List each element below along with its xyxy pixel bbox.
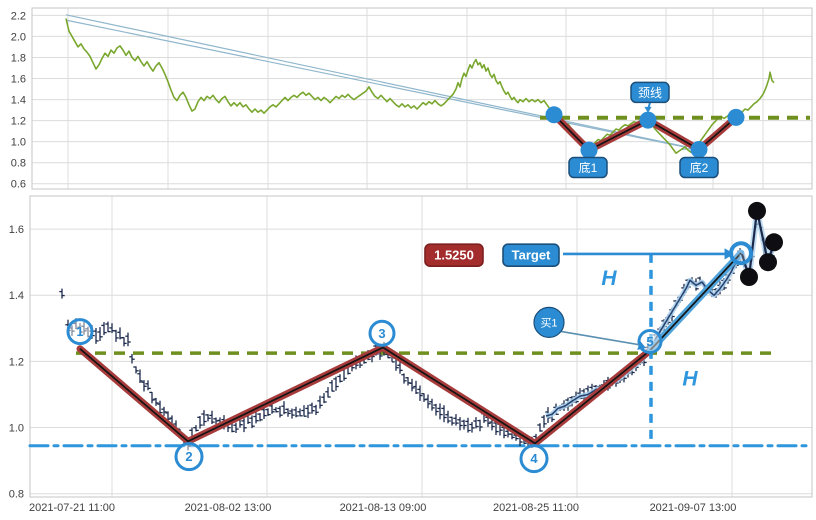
channel-trendline[interactable] — [65, 19, 684, 148]
h-label-lower: H — [682, 368, 698, 391]
swing-dot — [748, 201, 766, 220]
target-price-label: 1.5250 — [434, 248, 474, 263]
panel-border — [29, 195, 813, 498]
h-labels: HH — [601, 267, 698, 391]
annotation-arrowhead-icon — [644, 106, 652, 113]
pattern-vertex-dot[interactable] — [690, 141, 708, 158]
y-tick-label: 1.2 — [9, 356, 24, 368]
x-tick-label: 2021-08-02 13:00 — [185, 502, 272, 514]
neckline-label-box[interactable] — [630, 81, 670, 104]
wave-number-5: 5 — [646, 334, 653, 349]
x-tick-label: 2021-08-13 09:00 — [340, 502, 427, 514]
y-tick-label: 1.4 — [11, 95, 26, 107]
x-tick-label: 2021-07-21 11:00 — [29, 502, 115, 514]
overview-panel-grid — [31, 7, 813, 190]
detail-panel-grid — [29, 195, 813, 498]
y-tick-label: 0.8 — [9, 489, 24, 501]
target-line-group[interactable] — [563, 248, 734, 260]
target-label: Target — [512, 248, 551, 263]
target-circle[interactable] — [729, 241, 753, 266]
neckline-label: 颈线 — [638, 86, 662, 100]
tail-swings — [739, 201, 783, 286]
y-tick-label: 1.6 — [11, 74, 26, 86]
overlay-core — [545, 253, 743, 417]
detail-panel-y-labels: 1.6 1.4 1.2 1.0 0.8 — [9, 224, 24, 501]
swing-dot — [765, 233, 783, 252]
wave-number-4: 4 — [530, 451, 538, 466]
target-boxes[interactable]: 1.5250 Target — [424, 243, 560, 267]
target-hit-circle[interactable] — [729, 241, 753, 266]
wave-number-2: 2 — [185, 449, 192, 464]
channel-trendline[interactable] — [65, 14, 688, 148]
y-tick-label: 0.8 — [11, 158, 26, 170]
x-tick-labels: 2021-07-21 11:00 2021-08-02 13:00 2021-08-… — [29, 502, 736, 514]
pattern-vertex-dot[interactable] — [639, 111, 657, 129]
y-tick-label: 1.8 — [11, 53, 26, 65]
buy-label: 买1 — [540, 316, 557, 329]
wave-circle-3[interactable] — [368, 319, 396, 347]
trend-channel[interactable] — [65, 14, 693, 151]
buy-circle[interactable] — [533, 306, 565, 338]
bottom2-label: 底2 — [690, 160, 709, 175]
y-tick-label: 1.0 — [11, 137, 26, 149]
bottom1-label-box[interactable] — [568, 156, 608, 179]
y-tick-label: 1.2 — [11, 116, 26, 128]
bottom1-label: 底1 — [579, 160, 598, 175]
double-bottom-pattern[interactable] — [545, 106, 745, 159]
wave-number-circles[interactable]: 1 2 3 4 5 — [66, 318, 663, 474]
y-tick-label: 1.4 — [9, 290, 24, 302]
y-tick-label: 1.6 — [9, 224, 24, 236]
swing-dot — [759, 253, 777, 272]
breakout-line-core — [649, 252, 742, 352]
pattern-vertex-dot[interactable] — [580, 141, 598, 159]
wave-zigzag-core — [79, 346, 651, 445]
h-label-upper: H — [601, 267, 617, 290]
wave-zigzag[interactable] — [76, 344, 654, 447]
y-tick-label: 0.6 — [11, 179, 26, 191]
buy-marker[interactable]: 买1 — [533, 306, 646, 350]
wave-number-3: 3 — [378, 326, 385, 341]
swing-dot — [740, 268, 758, 286]
pattern-vertex-dot[interactable] — [727, 108, 745, 126]
panel-border — [31, 7, 813, 190]
wave-circle-4[interactable] — [519, 444, 549, 474]
line-series — [65, 18, 775, 154]
y-tick-label: 2.0 — [11, 31, 26, 43]
target-price-label-box[interactable] — [424, 243, 484, 267]
target-label-box[interactable] — [502, 243, 560, 267]
buy-arrowhead-icon — [637, 341, 646, 350]
y-tick-label: 1.0 — [9, 423, 24, 435]
buy-arrow — [560, 330, 643, 346]
wave-number-1: 1 — [76, 324, 83, 339]
y-tick-label: 2.2 — [11, 10, 26, 22]
overview-panel-y-labels: 2.2 2.0 1.8 1.6 1.4 1.2 1.0 0.8 0.6 — [11, 10, 26, 190]
overview-price-line — [65, 18, 775, 154]
x-tick-label: 2021-09-07 13:00 — [650, 502, 737, 514]
pattern-vertex-dot[interactable] — [545, 106, 563, 124]
breakout-line[interactable] — [646, 249, 745, 354]
wave-circle-1[interactable] — [66, 318, 94, 346]
x-tick-label: 2021-08-25 11:00 — [493, 502, 579, 514]
bottom2-label-box[interactable] — [679, 156, 719, 179]
overlay-price-line — [545, 252, 745, 419]
wave-circle-2[interactable] — [174, 442, 204, 472]
